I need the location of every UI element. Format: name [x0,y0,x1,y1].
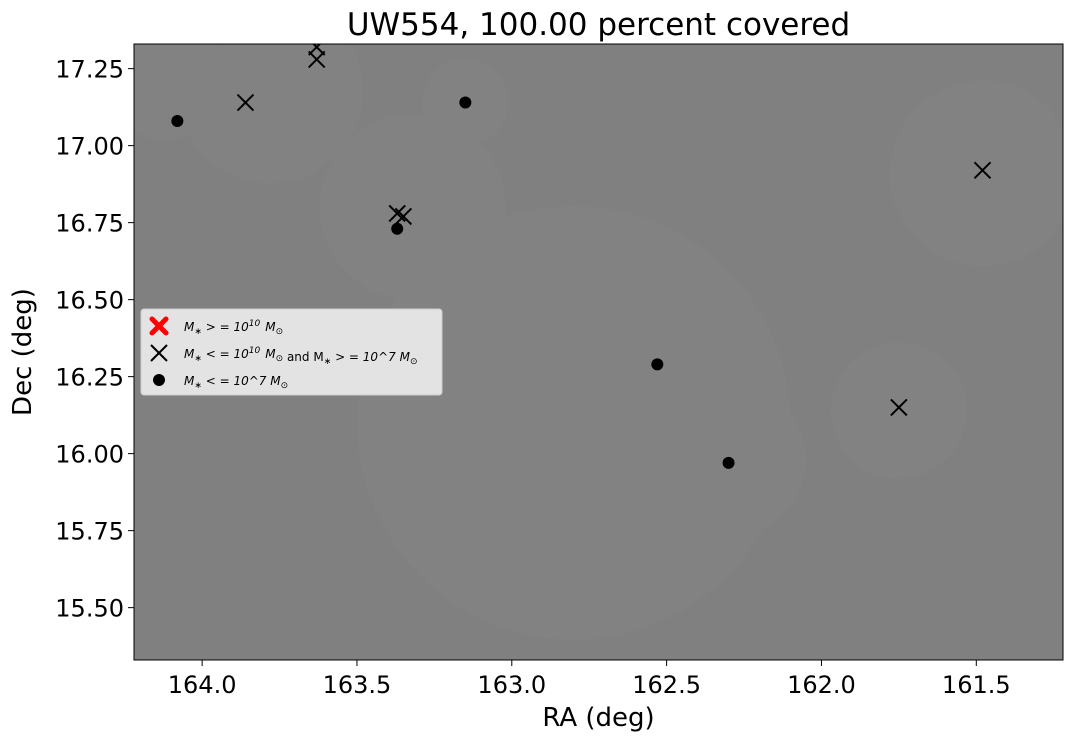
x-tick-label: 161.5 [942,671,1011,699]
legend-marker-cross [150,344,168,362]
x-tick-label: 163.5 [323,671,392,699]
data-point-cross [236,93,255,112]
legend-label: M∗ < = 10^7 M⊙ [184,374,288,391]
coverage-circle [134,44,227,140]
x-tick-label: 164.0 [168,671,237,699]
legend-marker-bold-cross [149,316,169,336]
axis-ticks: 164.0 163.5 163.0 162.5 162.0 161.5 15.50 15.75… [55,56,1010,699]
legend: M∗ > = 1010 M⊙ M∗ < = 1010 M⊙ and M∗ > = … [140,308,443,396]
y-tick-label: 16.00 [55,441,124,469]
legend-label: M∗ < = 1010 M⊙ and M∗ > = 10^7 M⊙ [184,346,417,367]
y-tick-label: 15.50 [55,595,124,623]
coverage-regions [134,44,1063,640]
y-tick-label: 17.00 [55,133,124,161]
data-point-dot [391,222,404,235]
data-point-cross [394,207,413,226]
plot-frame [133,43,1064,661]
data-point-cross [973,161,992,179]
x-tick-label: 163.0 [477,671,546,699]
data-point-dot [722,456,735,469]
y-tick-label: 16.50 [55,287,124,315]
coverage-circle [319,114,506,301]
y-tick-label: 17.25 [55,56,124,84]
data-markers [171,44,992,469]
y-axis-label: Dec (deg) [8,288,38,416]
data-point-cross [890,398,908,417]
y-tick-label: 16.25 [55,364,124,392]
data-point-cross [307,50,326,69]
coverage-circle [356,206,791,640]
y-tick-label: 16.75 [55,210,124,238]
legend-marker-dot [153,374,165,386]
y-tick-label: 15.75 [55,518,124,546]
x-tick-label: 162.5 [632,671,701,699]
data-point-dot [459,96,472,109]
chart-title: UW554, 100.00 percent covered [347,7,850,43]
coverage-circle [889,80,1063,267]
legend-box [140,308,443,396]
data-point-cross [307,44,326,56]
coverage-circle [830,342,968,479]
legend-label: M∗ > = 1010 M⊙ [184,319,283,337]
axes [133,43,1064,661]
x-axis-label: RA (deg) [542,703,654,733]
data-point-dot [171,115,184,127]
x-tick-label: 162.0 [787,671,856,699]
data-point-dot [651,358,664,371]
